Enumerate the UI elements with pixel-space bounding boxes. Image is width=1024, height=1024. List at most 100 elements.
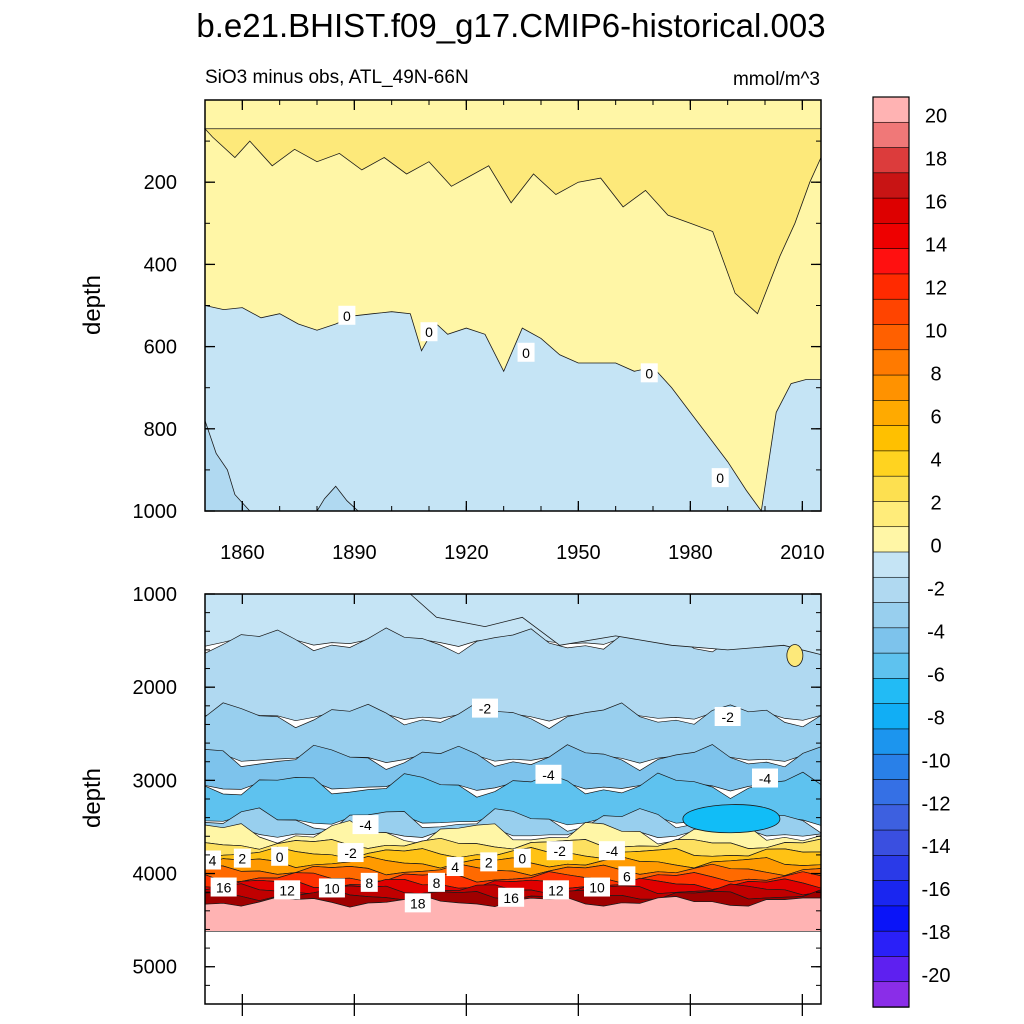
colorbar-swatch (872, 855, 910, 882)
negative-anomaly-core (682, 804, 781, 834)
colorbar-tick-label: -4 (927, 621, 945, 643)
contour-label-box (598, 841, 625, 861)
top-contour-labels: 0 0 0 0 0 (338, 305, 729, 488)
colorbar: 20181614121086420-2-4-6-8-10-12-14-16-18… (872, 96, 951, 1008)
colorbar-tick-label: 12 (925, 278, 947, 300)
colorbar-tick-label: -14 (922, 836, 951, 858)
colorbar-swatch (872, 880, 910, 907)
contour-label-box (752, 768, 778, 788)
colorbar-swatch (872, 425, 910, 452)
colorbar-tick-label: 6 (930, 407, 941, 429)
colorbar-tick-label: 20 (925, 106, 947, 128)
contour-label: 10 (324, 880, 340, 896)
contour-label-box (337, 843, 364, 863)
contour-label: -2 (344, 845, 357, 861)
colorbar-tick-label: -12 (922, 793, 951, 815)
contour-label-box (535, 764, 562, 784)
y-tick-label: 5000 (133, 957, 178, 979)
top-axes: 1860 1890 1920 1950 1980 2010 200 400 600 800 1000 (133, 100, 825, 564)
contour-label-box (420, 322, 438, 342)
colorbar-swatch (872, 981, 910, 1008)
contour-label: 10 (589, 880, 605, 896)
colorbar-swatch (872, 96, 910, 123)
colorbar-tick-label: -6 (927, 664, 945, 686)
colorbar-swatch (872, 248, 910, 275)
contour-label-box (618, 866, 636, 886)
colorbar-swatch (872, 526, 910, 553)
contour-label: 0 (645, 365, 653, 381)
contour-label-box (338, 305, 356, 325)
colorbar-swatch (872, 576, 910, 604)
contour-label-box (498, 887, 525, 907)
x-tick-label: 1950 (556, 542, 601, 564)
bottom-contour-bands (204, 593, 822, 932)
y-tick-label: 800 (144, 419, 177, 441)
contour-label-box (542, 880, 569, 900)
colorbar-swatch (872, 121, 910, 149)
colorbar-tick-label: -10 (922, 750, 951, 772)
units-label: mmol/m^3 (733, 69, 820, 90)
negative-anomaly-region (204, 305, 822, 513)
colorbar-swatch (872, 956, 910, 983)
colorbar-swatch (872, 197, 910, 225)
contour-label: -4 (359, 817, 372, 833)
contour-label: 4 (209, 853, 217, 869)
colorbar-swatch (872, 703, 910, 730)
colorbar-tick-label: -18 (922, 922, 951, 944)
colorbar-tick-label: 18 (925, 149, 947, 171)
contour-label-box (546, 841, 573, 861)
contour-label: 6 (623, 868, 631, 884)
colorbar-swatch (872, 602, 910, 629)
colorbar-swatch (872, 298, 910, 326)
colorbar-tick-label: 0 (930, 535, 941, 557)
colorbar-swatch (872, 728, 910, 755)
contour-label: 2 (485, 854, 493, 870)
contour-label-box (714, 707, 741, 726)
colorbar-swatch (872, 905, 910, 932)
contour-label-box (711, 468, 729, 488)
colorbar-swatch (872, 147, 910, 174)
positive-anomaly-spot (786, 644, 804, 667)
y-tick-label: 400 (144, 254, 177, 276)
contour-label: -4 (606, 843, 619, 859)
panel-subtitle: SiO3 minus obs, ATL_49N-66N (205, 67, 469, 88)
y-tick-label: 3000 (133, 770, 178, 792)
colorbar-tick-label: -20 (922, 965, 951, 987)
contour-label: 12 (279, 882, 295, 898)
contour-label-box (513, 848, 531, 868)
colorbar-swatch (872, 223, 910, 250)
contour-label: -4 (542, 767, 555, 783)
colorbar-swatch (872, 652, 910, 680)
contour-label: -2 (721, 709, 734, 725)
colorbar-tick-label: 8 (930, 364, 941, 386)
contour-label-box (210, 877, 237, 897)
y-tick-label: 600 (144, 337, 177, 359)
contour-label: 0 (716, 470, 724, 486)
contour-label: 0 (425, 324, 433, 340)
colorbar-swatch (872, 172, 910, 199)
colorbar-swatch (872, 475, 910, 503)
contour-label-box (352, 815, 379, 835)
y-tick-label: 1000 (133, 584, 178, 606)
contour-label: 4 (451, 859, 459, 875)
contour-label: 0 (522, 345, 530, 361)
colorbar-tick-label: -16 (922, 879, 951, 901)
contour-label: 16 (503, 890, 519, 906)
contour-label: 0 (518, 851, 526, 867)
colorbar-tick-label: -2 (927, 578, 945, 600)
colorbar-swatch (872, 273, 910, 300)
contour-label: 16 (216, 880, 232, 896)
y-tick-label: 4000 (133, 864, 178, 886)
colorbar-swatch (872, 374, 910, 402)
colorbar-swatch (872, 551, 910, 578)
y-tick-label: 200 (144, 172, 177, 194)
contour-label: -4 (759, 771, 772, 787)
contour-label: 18 (410, 895, 426, 911)
contour-label-box (446, 857, 464, 877)
colorbar-swatch (872, 804, 910, 831)
colorbar-swatch (872, 627, 910, 654)
contour-label: -2 (553, 843, 566, 859)
contour-label-box (233, 848, 251, 868)
